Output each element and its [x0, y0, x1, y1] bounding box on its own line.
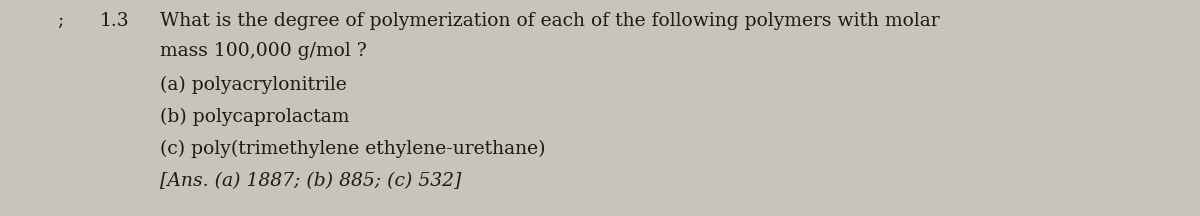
- Text: (a) polyacrylonitrile: (a) polyacrylonitrile: [160, 76, 347, 94]
- Text: [Ans. (a) 1887; (b) 885; (c) 532]: [Ans. (a) 1887; (b) 885; (c) 532]: [160, 172, 461, 190]
- Text: (b) polycaprolactam: (b) polycaprolactam: [160, 108, 349, 126]
- Text: (c) poly(trimethylene ethylene-urethane): (c) poly(trimethylene ethylene-urethane): [160, 140, 546, 158]
- Text: What is the degree of polymerization of each of the following polymers with mola: What is the degree of polymerization of …: [160, 12, 940, 30]
- Text: ;: ;: [56, 12, 64, 30]
- Text: mass 100,000 g/mol ?: mass 100,000 g/mol ?: [160, 42, 367, 60]
- Text: 1.3: 1.3: [100, 12, 130, 30]
